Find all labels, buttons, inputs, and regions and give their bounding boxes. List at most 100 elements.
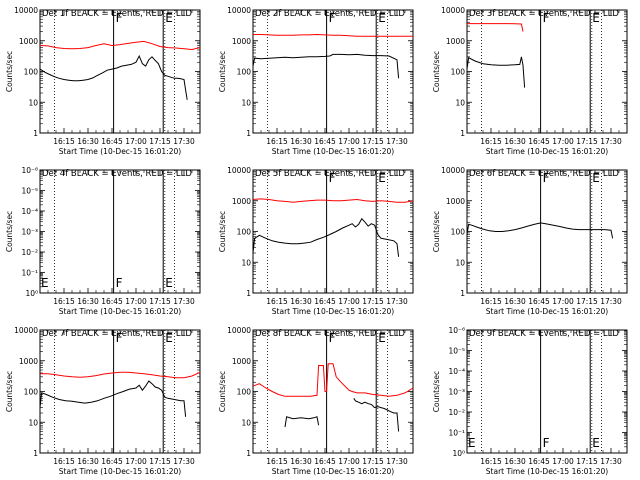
series-line-2 (467, 23, 524, 32)
corner-marker-label: E (468, 436, 476, 450)
y-tick-label: 10 (455, 258, 465, 267)
x-axis-label: Start Time (10-Dec-15 16:01:20) (486, 467, 608, 476)
y-tick-label: 1 (460, 289, 465, 298)
series-line-1 (284, 416, 320, 428)
x-tick-label: 16:30 (77, 457, 99, 466)
x-tick-label: 17:15 (362, 297, 384, 306)
y-tick-label: 10⁻⁶ (448, 326, 465, 335)
x-tick-label: 17:30 (600, 297, 622, 306)
x-axis-label: Start Time (10-Dec-15 16:01:20) (486, 147, 608, 156)
marker-label-E: E (378, 11, 386, 25)
x-tick-label: 16:45 (314, 137, 336, 146)
plot-frame (252, 329, 414, 454)
x-axis-label: Start Time (10-Dec-15 16:01:20) (59, 467, 181, 476)
x-tick-label: 16:30 (504, 297, 526, 306)
marker-label-E: E (378, 171, 386, 185)
x-tick-label: 17:15 (362, 457, 384, 466)
x-tick-label: 16:15 (266, 457, 288, 466)
x-tick-label: 16:15 (266, 137, 288, 146)
plot-frame (252, 169, 414, 294)
x-tick-label: 16:30 (290, 297, 312, 306)
y-tick-label: 10 (241, 418, 251, 427)
panel-title: Det 3f BLACK = Events, RED = LLD (469, 9, 619, 19)
plot-frame (39, 169, 201, 294)
y-axis-label: Counts/sec (5, 371, 14, 412)
y-tick-label: 10⁻¹ (21, 269, 38, 278)
x-tick-label: 17:30 (386, 457, 408, 466)
plot-frame (466, 169, 628, 294)
series-line-1 (39, 54, 188, 100)
y-tick-label: 1 (460, 129, 465, 138)
y-tick-label: 10000 (14, 6, 38, 15)
x-tick-label: 16:30 (77, 297, 99, 306)
y-tick-label: 1000 (232, 197, 251, 206)
y-axis-label: Counts/sec (218, 211, 227, 252)
plot-frame (252, 9, 414, 134)
x-tick-label: 17:30 (173, 297, 195, 306)
x-tick-label: 16:15 (480, 457, 502, 466)
detector-panel-1: Det 1f BLACK = Events, RED = LLD 1 10 100 10… (5, 6, 201, 156)
detector-panel-5: Det 5f BLACK = Events, RED = LLD 1 10 100 10… (218, 166, 414, 316)
plot-frame (466, 9, 628, 134)
y-tick-label: 10⁻⁵ (21, 187, 38, 196)
marker-label-F: F (116, 276, 123, 290)
y-tick-label: 1 (33, 129, 38, 138)
y-tick-label: 10⁻² (448, 408, 465, 417)
x-axis-label: Start Time (10-Dec-15 16:01:20) (272, 307, 394, 316)
y-tick-label: 1000 (232, 37, 251, 46)
y-tick-label: 10⁻³ (21, 228, 38, 237)
y-tick-label: 1000 (446, 197, 465, 206)
x-tick-label: 16:45 (314, 297, 336, 306)
x-tick-label: 17:00 (125, 137, 147, 146)
y-tick-label: 10⁰ (452, 449, 465, 458)
panel-title: Det 6f BLACK = Events, RED = LLD (469, 169, 619, 179)
x-tick-label: 16:15 (480, 137, 502, 146)
x-tick-label: 17:30 (386, 137, 408, 146)
y-axis-label: Counts/sec (5, 51, 14, 92)
y-axis-label: Counts/sec (5, 211, 14, 252)
plot-frame (39, 329, 201, 454)
y-tick-label: 10000 (227, 6, 251, 15)
marker-label-E: E (378, 331, 386, 345)
y-tick-label: 100 (237, 388, 252, 397)
marker-label-F: F (329, 171, 336, 185)
y-axis-label: Counts/sec (218, 51, 227, 92)
y-tick-label: 10⁻³ (448, 388, 465, 397)
panel-title: Det 8f BLACK = Events, RED = LLD (255, 329, 405, 339)
y-tick-label: 10⁻² (21, 248, 38, 257)
y-axis-label: Counts/sec (218, 371, 227, 412)
x-tick-label: 17:00 (338, 137, 360, 146)
x-tick-label: 17:15 (576, 457, 598, 466)
series-line-3 (252, 363, 414, 397)
y-tick-label: 100 (237, 228, 252, 237)
y-tick-label: 1 (33, 449, 38, 458)
panel-title: Det 1f BLACK = Events, RED = LLD (42, 9, 192, 19)
y-tick-label: 10000 (227, 326, 251, 335)
y-tick-label: 1000 (19, 37, 38, 46)
y-tick-label: 10⁻⁴ (448, 367, 465, 376)
x-tick-label: 16:15 (53, 297, 75, 306)
series-line-1 (252, 53, 400, 79)
x-tick-label: 17:00 (338, 297, 360, 306)
x-tick-label: 17:15 (149, 457, 171, 466)
y-tick-label: 10 (241, 98, 251, 107)
detector-panel-3: Det 3f BLACK = Events, RED = LLD 1 10 100 10… (432, 6, 628, 156)
y-tick-label: 10000 (441, 166, 465, 175)
detector-panel-6: Det 6f BLACK = Events, RED = LLD 1 10 100 10… (432, 166, 628, 316)
x-tick-label: 16:45 (528, 457, 550, 466)
x-axis-label: Start Time (10-Dec-15 16:01:20) (272, 467, 394, 476)
x-tick-label: 17:15 (149, 297, 171, 306)
x-tick-label: 16:45 (528, 137, 550, 146)
x-tick-label: 17:30 (600, 457, 622, 466)
y-tick-label: 1000 (446, 37, 465, 46)
y-tick-label: 100 (451, 228, 466, 237)
x-tick-label: 16:30 (504, 137, 526, 146)
x-tick-label: 16:15 (480, 297, 502, 306)
y-axis-label: Counts/sec (432, 371, 441, 412)
x-tick-label: 17:15 (362, 137, 384, 146)
marker-label-F: F (543, 11, 550, 25)
x-tick-label: 17:00 (125, 457, 147, 466)
x-tick-label: 17:30 (173, 137, 195, 146)
marker-label-E: E (592, 171, 600, 185)
